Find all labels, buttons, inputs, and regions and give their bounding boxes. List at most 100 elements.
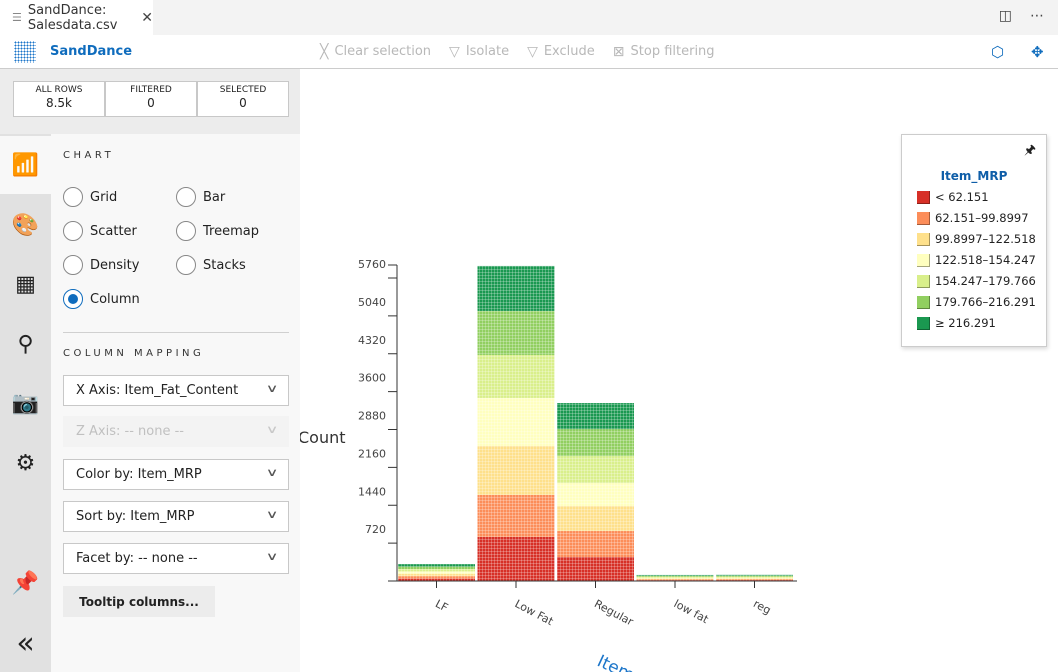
- facet-by-dropdown[interactable]: Facet by: -- none -- ∨: [63, 543, 289, 574]
- exclude-button[interactable]: ▽ Exclude: [527, 44, 595, 60]
- legend-item[interactable]: ≥ 216.291: [917, 316, 996, 330]
- legend-item[interactable]: 62.151–99.8997: [917, 211, 1029, 225]
- bar-texture: [398, 566, 475, 570]
- radio-treemap[interactable]: Treemap: [176, 221, 259, 241]
- more-actions-icon[interactable]: ⋯: [1030, 8, 1044, 24]
- chart-panel: CHART Grid Bar Scatter Treemap Density S…: [51, 134, 300, 672]
- legend-item[interactable]: < 62.151: [917, 190, 989, 204]
- gear-icon[interactable]: ⚙: [15, 450, 36, 476]
- bar-texture: [636, 579, 714, 581]
- isolate-button[interactable]: ▽ Isolate: [449, 44, 509, 60]
- column-mapping-header: COLUMN MAPPING: [63, 348, 205, 359]
- legend-item[interactable]: 154.247–179.766: [917, 274, 1036, 288]
- radio-label: Stacks: [203, 257, 246, 273]
- y-axis-title: Count: [300, 428, 346, 447]
- pan-move-icon[interactable]: ✥: [1031, 43, 1044, 61]
- palette-icon[interactable]: 🎨: [11, 212, 40, 238]
- search-icon[interactable]: ⚲: [17, 331, 34, 357]
- 3d-cube-icon[interactable]: ⬡: [991, 43, 1005, 61]
- collapse-icon[interactable]: «: [16, 625, 35, 661]
- y-tick-label: 2160: [358, 447, 386, 460]
- x-axis-dropdown[interactable]: X Axis: Item_Fat_Content ∨: [63, 375, 289, 406]
- pin-icon[interactable]: 🖈: [1023, 143, 1036, 158]
- chevron-down-icon: ∨: [265, 382, 279, 395]
- legend-title: Item_MRP: [940, 169, 1008, 183]
- radio-stacks[interactable]: Stacks: [176, 255, 246, 275]
- legend-swatch: [917, 211, 930, 225]
- legend-label: 99.8997–122.518: [935, 232, 1036, 246]
- chart-icon[interactable]: 📶: [0, 136, 51, 194]
- color-by-dropdown[interactable]: Color by: Item_MRP ∨: [63, 459, 289, 490]
- x-axis-value: X Axis: Item_Fat_Content: [76, 383, 239, 398]
- radio-label: Treemap: [203, 223, 259, 239]
- divider: [63, 332, 289, 333]
- bar-texture: [636, 576, 714, 578]
- legend-item[interactable]: 179.766–216.291: [917, 295, 1036, 309]
- radio-circle: [63, 187, 83, 207]
- y-tick-label: 5760: [358, 258, 386, 271]
- bar-texture: [398, 564, 475, 567]
- bar-texture: [477, 354, 555, 398]
- stat-selected[interactable]: SELECTED 0: [197, 81, 289, 117]
- y-tick-label: 4320: [358, 334, 386, 347]
- camera-icon[interactable]: 📷: [11, 390, 40, 416]
- radio-label: Column: [90, 291, 140, 307]
- legend-swatch: [917, 274, 930, 288]
- radio-grid[interactable]: Grid: [63, 187, 117, 207]
- close-tab-icon[interactable]: ✕: [141, 9, 153, 26]
- chart-header: CHART: [63, 150, 115, 161]
- stop-filtering-button[interactable]: ⊠ Stop filtering: [613, 44, 715, 60]
- clear-selection-button[interactable]: ╳ Clear selection: [320, 44, 431, 60]
- table-icon[interactable]: ▦: [15, 271, 36, 297]
- stat-label: ALL ROWS: [35, 85, 83, 95]
- file-lines-icon: ☰: [12, 11, 22, 24]
- radio-label: Bar: [203, 189, 226, 205]
- radio-circle: [63, 221, 83, 241]
- radio-scatter[interactable]: Scatter: [63, 221, 137, 241]
- sidebar-rail: 📶 🎨 ▦ ⚲ 📷 ⚙ 📌 «: [0, 134, 51, 672]
- chevron-down-icon: ∨: [265, 550, 279, 563]
- facet-by-value: Facet by: -- none --: [76, 551, 198, 566]
- bar-texture: [477, 494, 555, 537]
- stat-value: 0: [147, 96, 155, 110]
- stat-all-rows[interactable]: ALL ROWS 8.5k: [13, 81, 105, 117]
- bar-texture: [636, 578, 714, 580]
- bar-texture: [477, 397, 555, 446]
- legend-swatch: [917, 253, 930, 267]
- legend-item[interactable]: 122.518–154.247: [917, 253, 1036, 267]
- z-axis-value: Z Axis: -- none --: [76, 424, 184, 439]
- stat-filtered[interactable]: FILTERED 0: [105, 81, 197, 117]
- pin-icon[interactable]: 📌: [11, 570, 40, 596]
- split-editor-icon[interactable]: ◫: [998, 8, 1012, 24]
- bar-texture: [557, 531, 634, 558]
- chart-canvas[interactable]: LF Low Fat Regular low fat reg 720 1440 2160 288…: [300, 69, 1058, 672]
- bar-texture: [398, 573, 475, 577]
- stat-label: SELECTED: [219, 85, 267, 95]
- bar-texture: [477, 310, 555, 355]
- bar-texture: [636, 577, 714, 579]
- bar-texture: [398, 576, 475, 579]
- legend-label: 179.766–216.291: [935, 295, 1036, 309]
- radio-density[interactable]: Density: [63, 255, 139, 275]
- tooltip-columns-button[interactable]: Tooltip columns...: [63, 586, 215, 617]
- radio-column[interactable]: Column: [63, 289, 140, 309]
- legend-swatch: [917, 316, 930, 330]
- bar-texture: [557, 506, 634, 532]
- row-stats: ALL ROWS 8.5k FILTERED 0 SELECTED 0: [0, 69, 300, 134]
- column-chart[interactable]: LF Low Fat Regular low fat reg 720 1440 2160 288…: [300, 69, 1058, 672]
- color-by-value: Color by: Item_MRP: [76, 467, 202, 482]
- chevron-down-icon: ∨: [265, 508, 279, 521]
- radio-label: Density: [90, 257, 140, 273]
- sanddance-toolbar: SandDance ╳ Clear selection ▽ Isolate ▽ Exc…: [0, 35, 1058, 69]
- editor-tab[interactable]: ☰ SandDance: Salesdata.csv ✕: [0, 0, 153, 35]
- legend-item[interactable]: 99.8997–122.518: [917, 232, 1036, 246]
- sort-by-value: Sort by: Item_MRP: [76, 509, 195, 524]
- bar-texture: [636, 574, 714, 576]
- y-tick-label: 720: [365, 523, 386, 536]
- x-tick-label: Regular: [592, 597, 636, 629]
- radio-bar[interactable]: Bar: [176, 187, 225, 207]
- radio-circle: [63, 255, 83, 275]
- sort-by-dropdown[interactable]: Sort by: Item_MRP ∨: [63, 501, 289, 532]
- legend-label: 62.151–99.8997: [935, 211, 1029, 225]
- editor-tab-bar: ☰ SandDance: Salesdata.csv ✕ ◫ ⋯: [0, 0, 1058, 35]
